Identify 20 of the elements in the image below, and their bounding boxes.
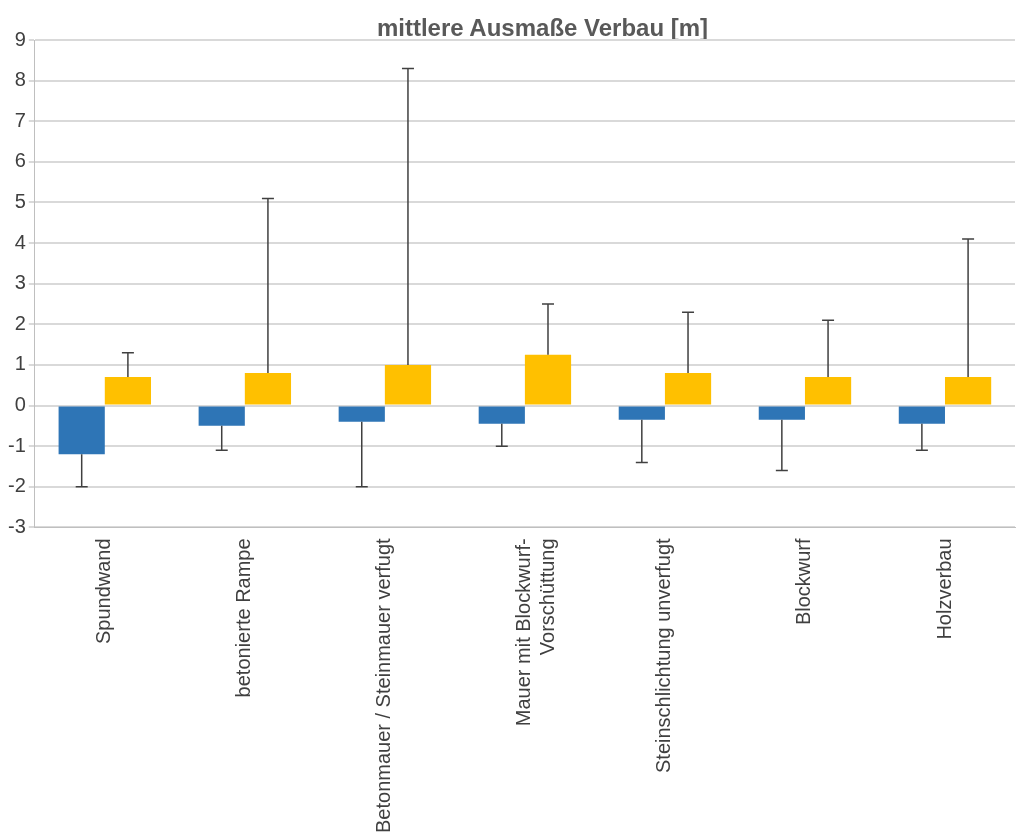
x-tick-label: Mauer mit Blockwurf-Vorschüttung	[512, 538, 559, 727]
x-tick-label: Steinschlichtung unverfugt	[652, 537, 675, 773]
x-tick-label: Spundwand	[92, 538, 115, 645]
x-tick-label: betonierte Rampe	[232, 538, 255, 698]
y-tick-label: 8	[14, 68, 26, 91]
x-tick-label: Blockwurf	[792, 537, 815, 626]
y-tick-label: 3	[14, 271, 26, 294]
y-tick-label: -3	[7, 514, 26, 537]
y-tick-label: 2	[14, 311, 26, 334]
y-tick-label: -1	[7, 433, 26, 456]
y-tick-label: 6	[14, 149, 26, 172]
y-tick-label: 4	[14, 230, 26, 253]
y-tick-label: -2	[7, 474, 26, 497]
x-tick-label: Betonmauer / Steinmauer verfugt	[372, 537, 395, 834]
y-tick-label: 1	[14, 352, 26, 375]
x-tick-label: Holzverbau	[932, 538, 955, 640]
y-tick-label: 5	[14, 189, 26, 212]
y-tick-label: 9	[14, 27, 26, 50]
y-tick-label: 0	[14, 393, 26, 416]
y-tick-label: 7	[14, 108, 26, 131]
